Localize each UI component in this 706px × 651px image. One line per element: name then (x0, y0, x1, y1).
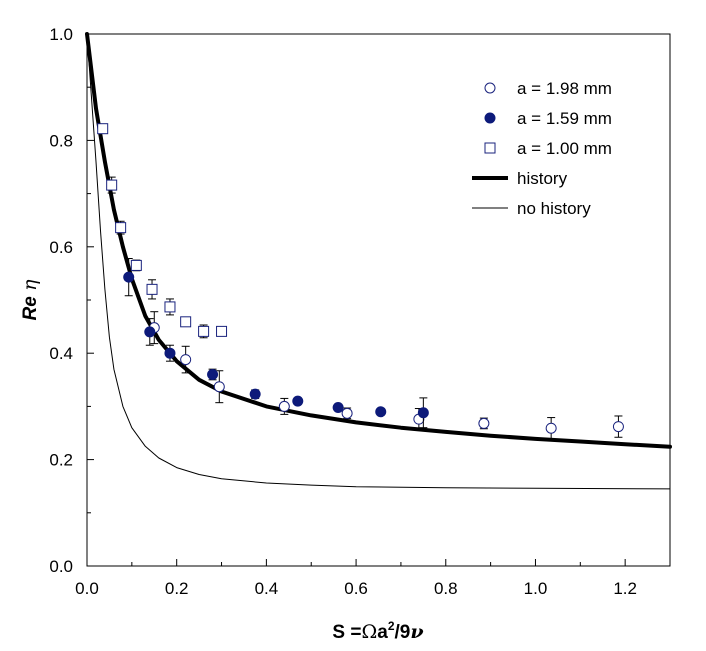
data-point (417, 407, 429, 419)
x-axis-title: S =Ωa2/9ν (332, 619, 423, 643)
legend-swatch (484, 112, 496, 124)
y-tick-label: 0.2 (49, 451, 73, 470)
y-tick-label: 0.6 (49, 238, 73, 257)
x-tick-label: 0.0 (75, 579, 99, 598)
y-tick-label: 0.0 (49, 557, 73, 576)
legend-swatch (484, 142, 496, 154)
data-point (198, 325, 210, 337)
data-point (130, 259, 142, 271)
y-tick-label: 0.8 (49, 131, 73, 150)
legend-label: no history (517, 199, 591, 218)
data-point (144, 326, 156, 338)
data-point (146, 283, 158, 295)
data-point (545, 422, 557, 434)
data-point (612, 421, 624, 433)
data-point (375, 406, 387, 418)
legend: a = 1.98 mm a = 1.59 mm a = 1.00 mm history… (472, 79, 612, 218)
data-point (292, 395, 304, 407)
data-point (164, 301, 176, 313)
y-axis-title: Re η (19, 279, 41, 321)
data-point (123, 271, 135, 283)
data-point (213, 381, 225, 393)
x-tick-label: 0.4 (255, 579, 279, 598)
data-point (249, 388, 261, 400)
data-point (115, 222, 127, 234)
x-axis-title-main: S = (332, 622, 361, 643)
axis-ticks: 0.0 0.2 0.4 0.6 0.8 1.0 1.2 0.0 0.2 0.4 0.6 0.8 1.0 (49, 25, 671, 598)
legend-label: a = 1.00 mm (517, 139, 612, 158)
x-axis-title-exp: 2 (388, 619, 395, 633)
legend-label: a = 1.98 mm (517, 79, 612, 98)
data-point (332, 401, 344, 413)
plot-area (86, 33, 671, 567)
data-point (341, 407, 353, 419)
legend-swatch (484, 82, 496, 94)
x-tick-label: 0.2 (165, 579, 189, 598)
x-tick-label: 0.6 (344, 579, 368, 598)
x-axis-title-nu: ν (410, 621, 423, 643)
data-point (106, 179, 118, 191)
no-history-curve (86, 33, 671, 490)
y-tick-label: 1.0 (49, 25, 73, 44)
data-point (278, 400, 290, 412)
data-point (207, 368, 219, 380)
x-tick-label: 1.2 (613, 579, 637, 598)
x-axis-title-a: a (377, 622, 388, 643)
data-point (180, 316, 192, 328)
x-tick-label: 0.8 (434, 579, 458, 598)
legend-label: history (517, 169, 568, 188)
data-markers (97, 123, 624, 440)
y-axis-title-eta: η (19, 279, 41, 291)
data-point (180, 354, 192, 366)
legend-label: a = 1.59 mm (517, 109, 612, 128)
data-point (164, 347, 176, 359)
x-axis-title-tail: /9 (395, 622, 411, 643)
x-tick-label: 1.0 (524, 579, 548, 598)
y-axis-title-re: Re (20, 296, 41, 321)
y-tick-label: 0.4 (49, 344, 73, 363)
x-axis-title-omega: Ω (361, 621, 377, 643)
data-point (216, 325, 228, 337)
data-point (478, 417, 490, 429)
data-point (97, 123, 109, 135)
